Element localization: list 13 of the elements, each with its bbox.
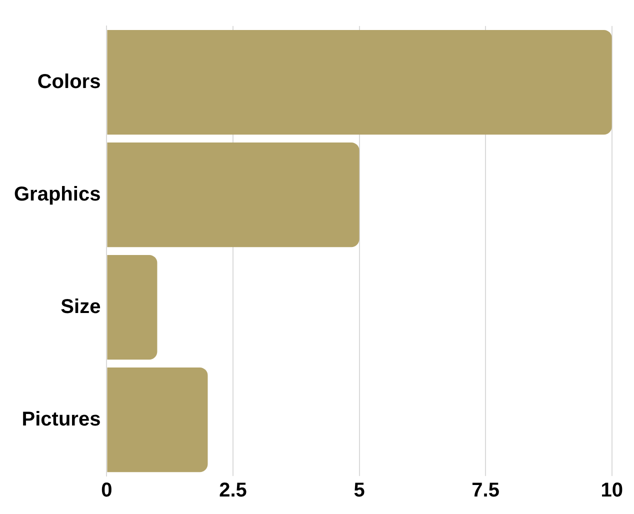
bar: [107, 30, 612, 135]
x-tick-label: 7.5: [472, 480, 500, 502]
x-tick-label: 0: [101, 480, 112, 502]
x-tick-label: 2.5: [219, 480, 247, 502]
y-tick-label: Pictures: [22, 408, 101, 430]
bar: [107, 367, 208, 472]
x-tick-label: 10: [600, 480, 623, 502]
y-tick-label: Graphics: [14, 183, 101, 206]
x-tick-label: 5: [354, 480, 365, 502]
y-tick-label: Size: [60, 296, 101, 318]
y-tick-label: Colors: [37, 70, 101, 93]
bar: [107, 142, 360, 248]
bar: [107, 254, 158, 360]
